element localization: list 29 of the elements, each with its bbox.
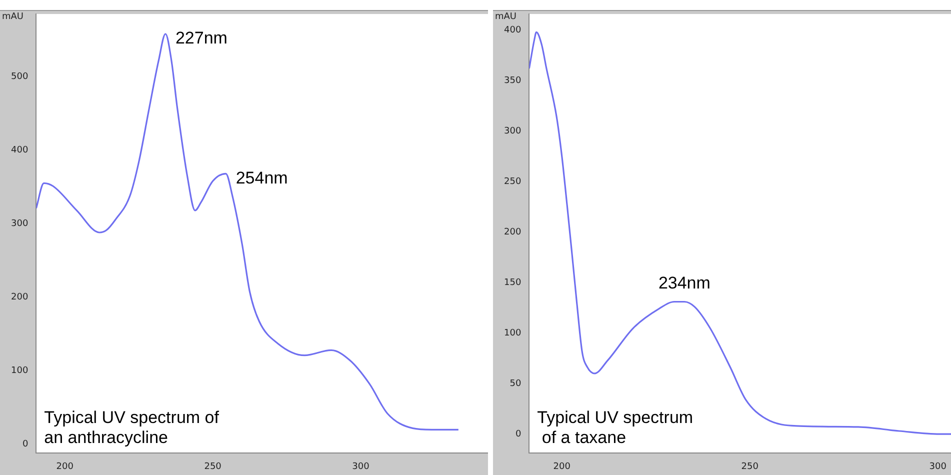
y-tick-label: 350	[504, 76, 522, 86]
annotation: Typical UV spectrum of a taxane	[537, 408, 694, 448]
y-tick-label: 400	[504, 26, 522, 36]
x-tick-label: 200	[553, 462, 571, 472]
y-tick-label: 400	[10, 145, 28, 156]
annotation: 234nm	[658, 273, 710, 292]
annotation: 254nm	[236, 168, 288, 188]
y-tick-label: 200	[504, 227, 522, 238]
y-tick-label: 500	[10, 72, 28, 82]
x-tick-label: 200	[56, 462, 74, 472]
y-tick-label: 250	[504, 176, 522, 187]
y-tick-label: 100	[10, 366, 28, 376]
y-tick-label: 50	[510, 378, 522, 389]
y-tick-label: 100	[504, 328, 522, 338]
x-tick-label: 300	[929, 462, 947, 472]
y-tick-label: 150	[504, 278, 522, 288]
y-tick-label: 300	[504, 126, 522, 136]
x-tick-label: 250	[204, 462, 222, 472]
y-tick-label: 300	[10, 219, 28, 230]
y-axis-title: mAU	[495, 12, 517, 22]
annotation: 227nm	[175, 28, 228, 48]
y-axis-title: mAU	[2, 12, 24, 22]
y-tick-label: 0	[22, 440, 28, 450]
x-tick-label: 250	[741, 462, 759, 472]
annotation: Typical UV spectrum of an anthracycline	[44, 408, 220, 448]
y-tick-label: 0	[515, 429, 522, 440]
y-tick-label: 200	[10, 292, 28, 303]
line-series	[36, 33, 460, 430]
x-tick-label: 300	[352, 462, 370, 472]
